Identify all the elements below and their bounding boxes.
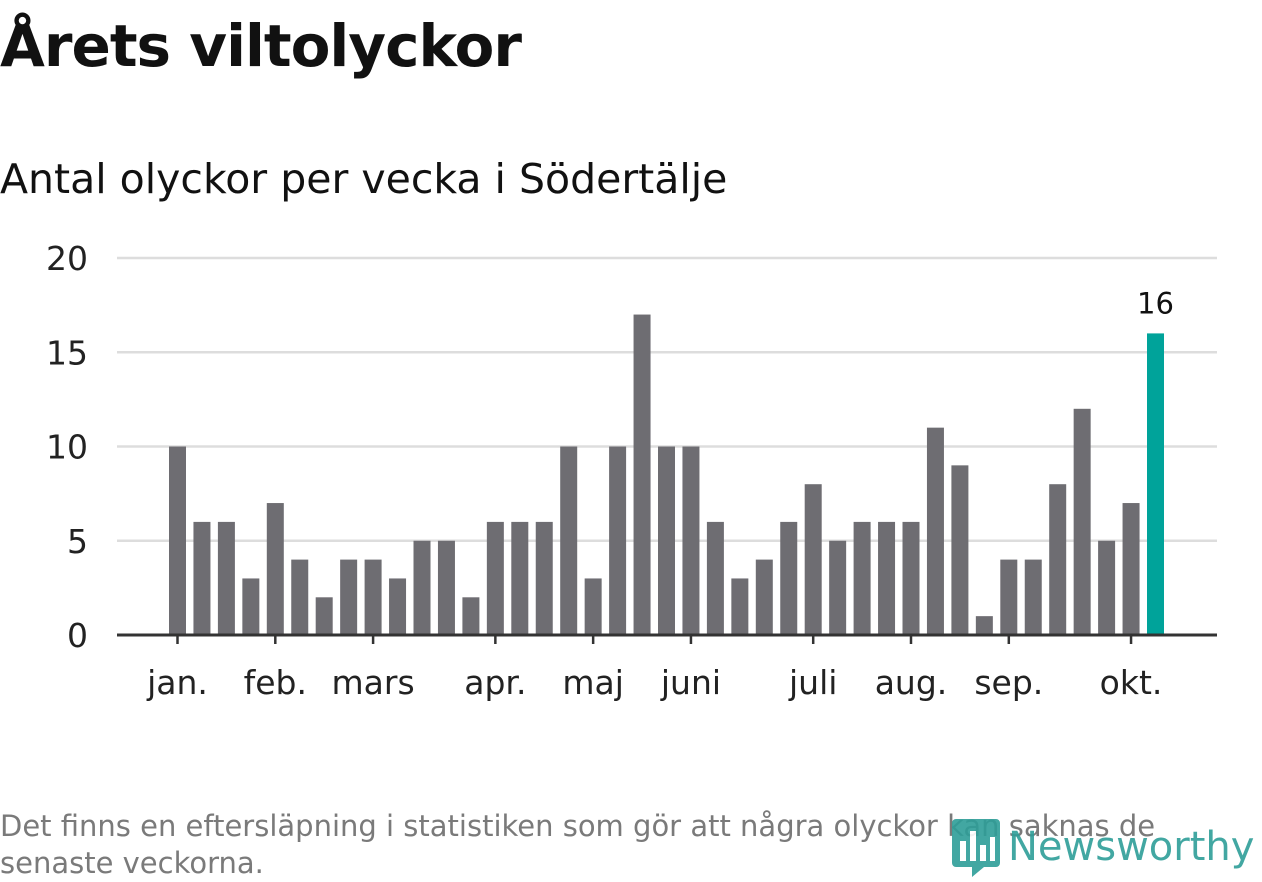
bar xyxy=(315,597,333,635)
bar xyxy=(389,578,407,635)
y-tick-label: 0 xyxy=(67,616,88,655)
x-tick-label: maj xyxy=(562,663,624,702)
bar xyxy=(217,521,235,635)
x-tick-label: sep. xyxy=(974,663,1043,702)
y-tick-label: 5 xyxy=(67,522,88,561)
x-tick-label: apr. xyxy=(464,663,526,702)
bar xyxy=(1098,540,1116,635)
newsworthy-logo: Newsworthy xyxy=(950,814,1254,880)
bar xyxy=(951,465,969,635)
x-tick-label: jan. xyxy=(146,663,208,702)
bar xyxy=(535,521,553,635)
bar xyxy=(926,427,944,635)
x-tick-label: mars xyxy=(332,663,415,702)
bar xyxy=(804,484,822,635)
y-tick-label: 20 xyxy=(46,239,88,278)
x-axis-ticks: jan. feb. mars apr. maj juni juli aug. sep. okt. xyxy=(146,635,1162,702)
y-tick-label: 15 xyxy=(46,333,88,372)
bar xyxy=(340,559,358,635)
bar xyxy=(169,446,186,635)
bar xyxy=(609,446,627,635)
data-label: 16 xyxy=(1137,286,1174,320)
bars xyxy=(169,314,1164,635)
bar xyxy=(364,559,382,635)
bar xyxy=(584,578,602,635)
y-tick-label: 10 xyxy=(46,428,88,467)
bar xyxy=(291,559,309,635)
bar xyxy=(975,616,993,635)
bar xyxy=(560,446,578,635)
bar xyxy=(902,521,920,635)
bar xyxy=(193,521,211,635)
bar xyxy=(1000,559,1018,635)
bar-highlight xyxy=(1147,333,1164,635)
x-tick-label: juli xyxy=(788,663,837,702)
chart-title: Årets viltolyckor xyxy=(0,12,522,80)
bar xyxy=(266,503,284,635)
bar xyxy=(780,521,798,635)
bar xyxy=(755,559,773,635)
bar xyxy=(731,578,749,635)
data-labels: 16 xyxy=(1137,286,1174,320)
bar xyxy=(242,578,260,635)
newsworthy-logo-text: Newsworthy xyxy=(1008,824,1255,870)
bar-chart: 0 5 10 15 20 jan. feb. mars apr. maj juni juli aug.… xyxy=(46,239,1217,702)
bar xyxy=(633,314,651,635)
bar xyxy=(829,540,847,635)
bar xyxy=(1122,503,1140,635)
bar xyxy=(1073,408,1091,635)
x-tick-label: aug. xyxy=(875,663,948,702)
bar xyxy=(437,540,455,635)
bar xyxy=(462,597,480,635)
bar xyxy=(486,521,504,635)
bar xyxy=(658,446,675,635)
y-axis-ticks: 0 5 10 15 20 xyxy=(46,239,88,655)
bar xyxy=(878,521,896,635)
bar xyxy=(853,521,871,635)
x-tick-label: feb. xyxy=(244,663,307,702)
bar xyxy=(706,521,724,635)
bar xyxy=(1049,484,1067,635)
newsworthy-logo-icon xyxy=(952,819,1000,877)
bar xyxy=(413,540,431,635)
x-tick-label: okt. xyxy=(1100,663,1163,702)
bar xyxy=(1024,559,1042,635)
x-tick-label: juni xyxy=(660,663,721,702)
bar xyxy=(511,521,529,635)
chart-subtitle: Antal olyckor per vecka i Södertälje xyxy=(0,155,728,203)
bar xyxy=(682,446,700,635)
